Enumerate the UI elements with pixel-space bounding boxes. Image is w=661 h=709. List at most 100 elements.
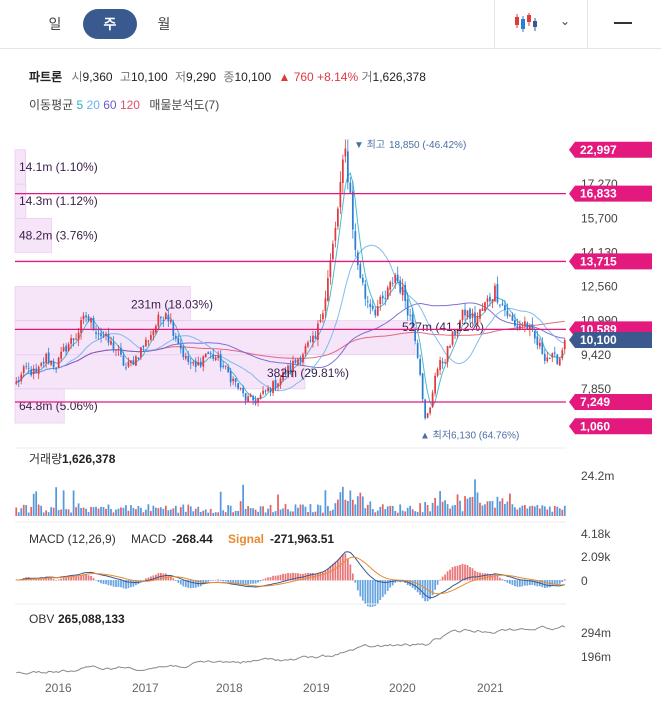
volume-bar xyxy=(304,506,307,516)
ma-120[interactable]: 120 xyxy=(119,98,140,112)
tab-monthly[interactable]: 월 xyxy=(157,16,171,32)
macd-histogram-bar xyxy=(85,574,87,581)
minus-icon[interactable] xyxy=(614,22,632,24)
ma-5[interactable]: 5 xyxy=(76,98,84,112)
tab-daily[interactable]: 일 xyxy=(48,16,62,32)
volume-bar xyxy=(184,511,187,516)
candle-body xyxy=(232,378,235,382)
macd-histogram-bar xyxy=(207,580,210,582)
volume-profile-bar xyxy=(14,286,191,321)
price-level-tag xyxy=(569,185,652,202)
candle-body xyxy=(354,231,357,250)
macd-histogram-bar xyxy=(466,565,469,581)
candle-body xyxy=(426,413,429,418)
price-level-tag xyxy=(569,321,652,338)
volume-bar xyxy=(339,492,342,516)
candle-body xyxy=(150,335,152,340)
candle-body xyxy=(429,407,431,414)
candle-body xyxy=(52,361,55,368)
price-level-tag xyxy=(569,393,652,410)
volume-bar xyxy=(137,505,140,516)
macd-histogram-bar xyxy=(102,580,105,585)
candle-body xyxy=(229,370,232,383)
macd-histogram-bar xyxy=(366,580,369,607)
ma-20[interactable]: 20 xyxy=(86,98,100,112)
volume-bar xyxy=(267,508,269,516)
candle-body xyxy=(120,347,122,355)
candle-body xyxy=(538,342,541,347)
volume-bar xyxy=(561,509,564,516)
volume-bar xyxy=(107,504,110,516)
macd-histogram-bar xyxy=(177,580,180,583)
change-pct: +8.14% xyxy=(317,70,359,84)
candle-body xyxy=(252,396,254,401)
candle-body xyxy=(249,395,252,397)
candle-body xyxy=(125,367,127,369)
volume-bar xyxy=(396,512,399,516)
candle-body xyxy=(466,310,469,318)
macd-histogram-bar xyxy=(184,580,187,588)
macd-histogram-bar xyxy=(449,569,451,581)
candle-body xyxy=(187,356,190,362)
volume-bar xyxy=(536,505,539,516)
volume-bar xyxy=(42,512,45,516)
volume-bar xyxy=(112,512,115,516)
macd-histogram-bar xyxy=(127,580,130,589)
macd-histogram-bar xyxy=(421,580,424,599)
volume-bar xyxy=(351,499,354,516)
chevron-down-icon[interactable]: ⌄ xyxy=(560,14,571,28)
volume-bar xyxy=(115,509,117,516)
candle-body xyxy=(27,367,30,369)
low-value: 9,290 xyxy=(186,70,217,84)
volume-bar xyxy=(70,512,72,516)
candle-body xyxy=(137,357,140,359)
volume-bar xyxy=(152,505,155,516)
macd-histogram-bar xyxy=(307,572,309,581)
high-marker-value: 18,850 (-46.42%) xyxy=(389,140,466,151)
price-tag xyxy=(569,141,652,158)
macd-histogram-bar xyxy=(87,575,90,581)
macd-histogram-bar xyxy=(411,580,414,588)
candle-body xyxy=(247,396,249,403)
tab-weekly[interactable]: 주 xyxy=(83,9,137,39)
candle-body xyxy=(135,356,137,366)
candle-body xyxy=(50,360,53,365)
volume-bar xyxy=(224,512,227,516)
macd-histogram-bar xyxy=(391,580,394,586)
candle-body xyxy=(414,330,417,342)
volume-bar xyxy=(50,507,53,516)
macd-histogram-bar xyxy=(254,580,257,584)
candle-body xyxy=(431,392,434,408)
ma-legend: 이동평균 5 20 60 120 매물분석도(7) xyxy=(29,96,219,113)
volume-bar xyxy=(154,507,157,516)
candle-body xyxy=(441,361,444,364)
ma-60[interactable]: 60 xyxy=(103,98,117,112)
volume-bar xyxy=(194,508,197,516)
macd-histogram-bar xyxy=(304,573,307,581)
price-tick-label: 7,850 xyxy=(581,382,611,396)
macd-histogram-bar xyxy=(361,580,364,601)
candle-body xyxy=(142,345,145,348)
macd-histogram-bar xyxy=(486,573,489,581)
volume-bar xyxy=(294,504,297,516)
macd-histogram-bar xyxy=(546,580,549,588)
candle-body xyxy=(322,313,324,320)
volume-profile-label[interactable]: 매물분석도(7) xyxy=(149,98,220,112)
candlestick-icon[interactable] xyxy=(514,12,540,34)
volume-bar xyxy=(150,511,152,516)
macd-histogram-bar xyxy=(214,579,217,581)
candle-body xyxy=(90,318,92,323)
candle-body xyxy=(366,301,369,302)
candle-body xyxy=(299,357,302,362)
volume-bar xyxy=(466,498,469,516)
candle-body xyxy=(317,323,319,340)
candle-body xyxy=(262,390,264,394)
volume-bar xyxy=(504,504,506,516)
volume-bar xyxy=(541,505,544,516)
volume-bar xyxy=(122,507,125,516)
candle-body xyxy=(504,305,506,311)
macd-histogram-bar xyxy=(553,580,556,585)
candle-body xyxy=(267,388,269,392)
volume-bar xyxy=(496,496,499,516)
volume-bar xyxy=(409,505,412,516)
